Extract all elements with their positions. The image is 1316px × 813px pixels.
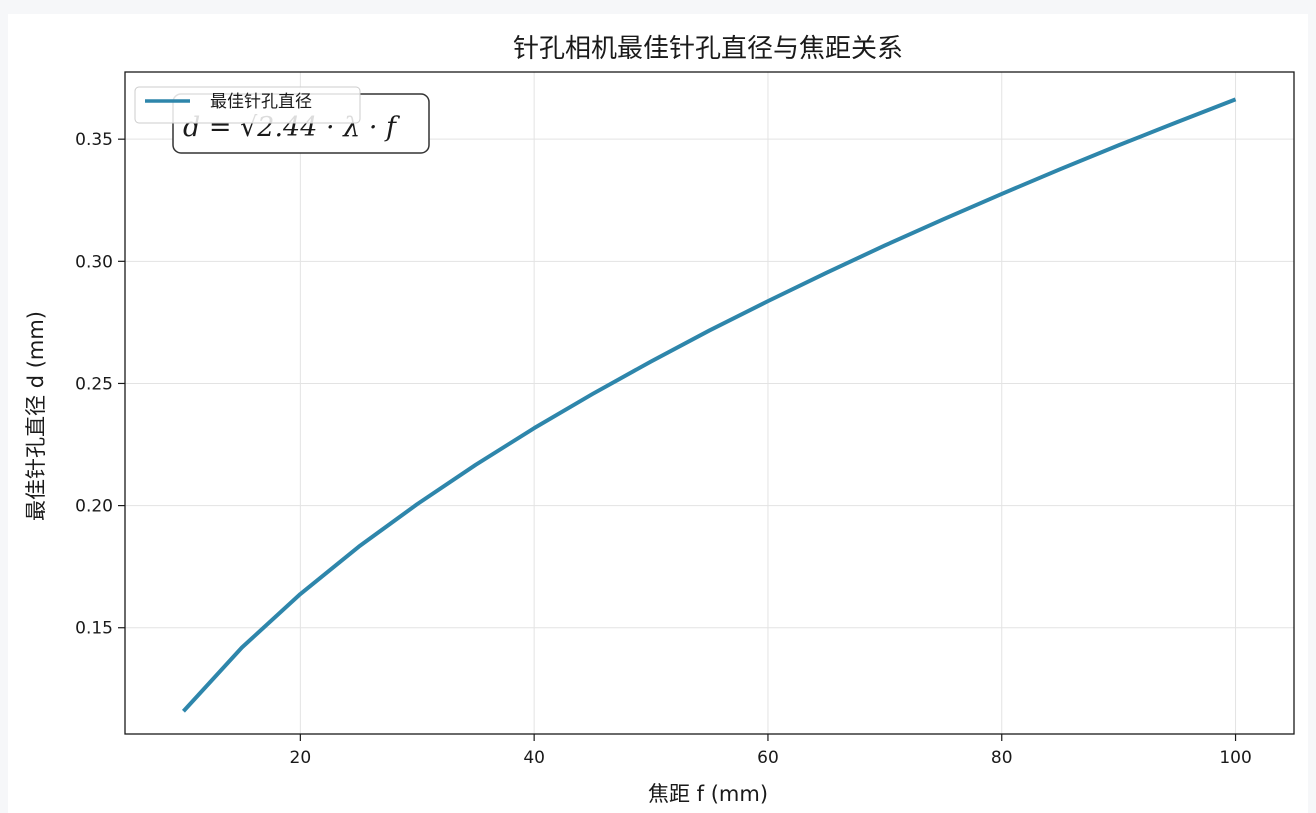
x-tick-label: 40 <box>523 748 545 768</box>
y-tick-label: 0.15 <box>75 619 113 639</box>
axis-ticks: 20 40 60 80 100 0.15 0.20 0.25 0.30 0.35 <box>75 130 1252 768</box>
y-tick-label: 0.20 <box>75 497 113 517</box>
y-tick-label: 0.25 <box>75 374 113 394</box>
plot-area-frame <box>124 71 1295 735</box>
x-tick-label: 20 <box>290 748 312 768</box>
chart-figure: 20 40 60 80 100 0.15 0.20 0.25 0.30 0.35 针孔相机最佳针孔… <box>8 14 1308 813</box>
line-chart: 20 40 60 80 100 0.15 0.20 0.25 0.30 0.35 针孔相机最佳针孔… <box>24 34 1295 806</box>
series-line <box>181 97 1237 713</box>
x-axis-label: 焦距 f (mm) <box>648 782 768 806</box>
series-layer <box>181 97 1237 713</box>
y-axis-label: 最佳针孔直径 d (mm) <box>24 311 48 521</box>
legend: 最佳针孔直径 <box>134 86 361 124</box>
x-tick-label: 60 <box>757 748 779 768</box>
x-tick-label: 80 <box>991 748 1013 768</box>
x-tick-label: 100 <box>1219 748 1251 768</box>
y-tick-label: 0.30 <box>75 252 113 272</box>
grid-lines <box>125 72 1294 734</box>
legend-entry-label: 最佳针孔直径 <box>210 92 312 112</box>
chart-title: 针孔相机最佳针孔直径与焦距关系 <box>513 34 903 64</box>
y-tick-label: 0.35 <box>75 130 113 150</box>
